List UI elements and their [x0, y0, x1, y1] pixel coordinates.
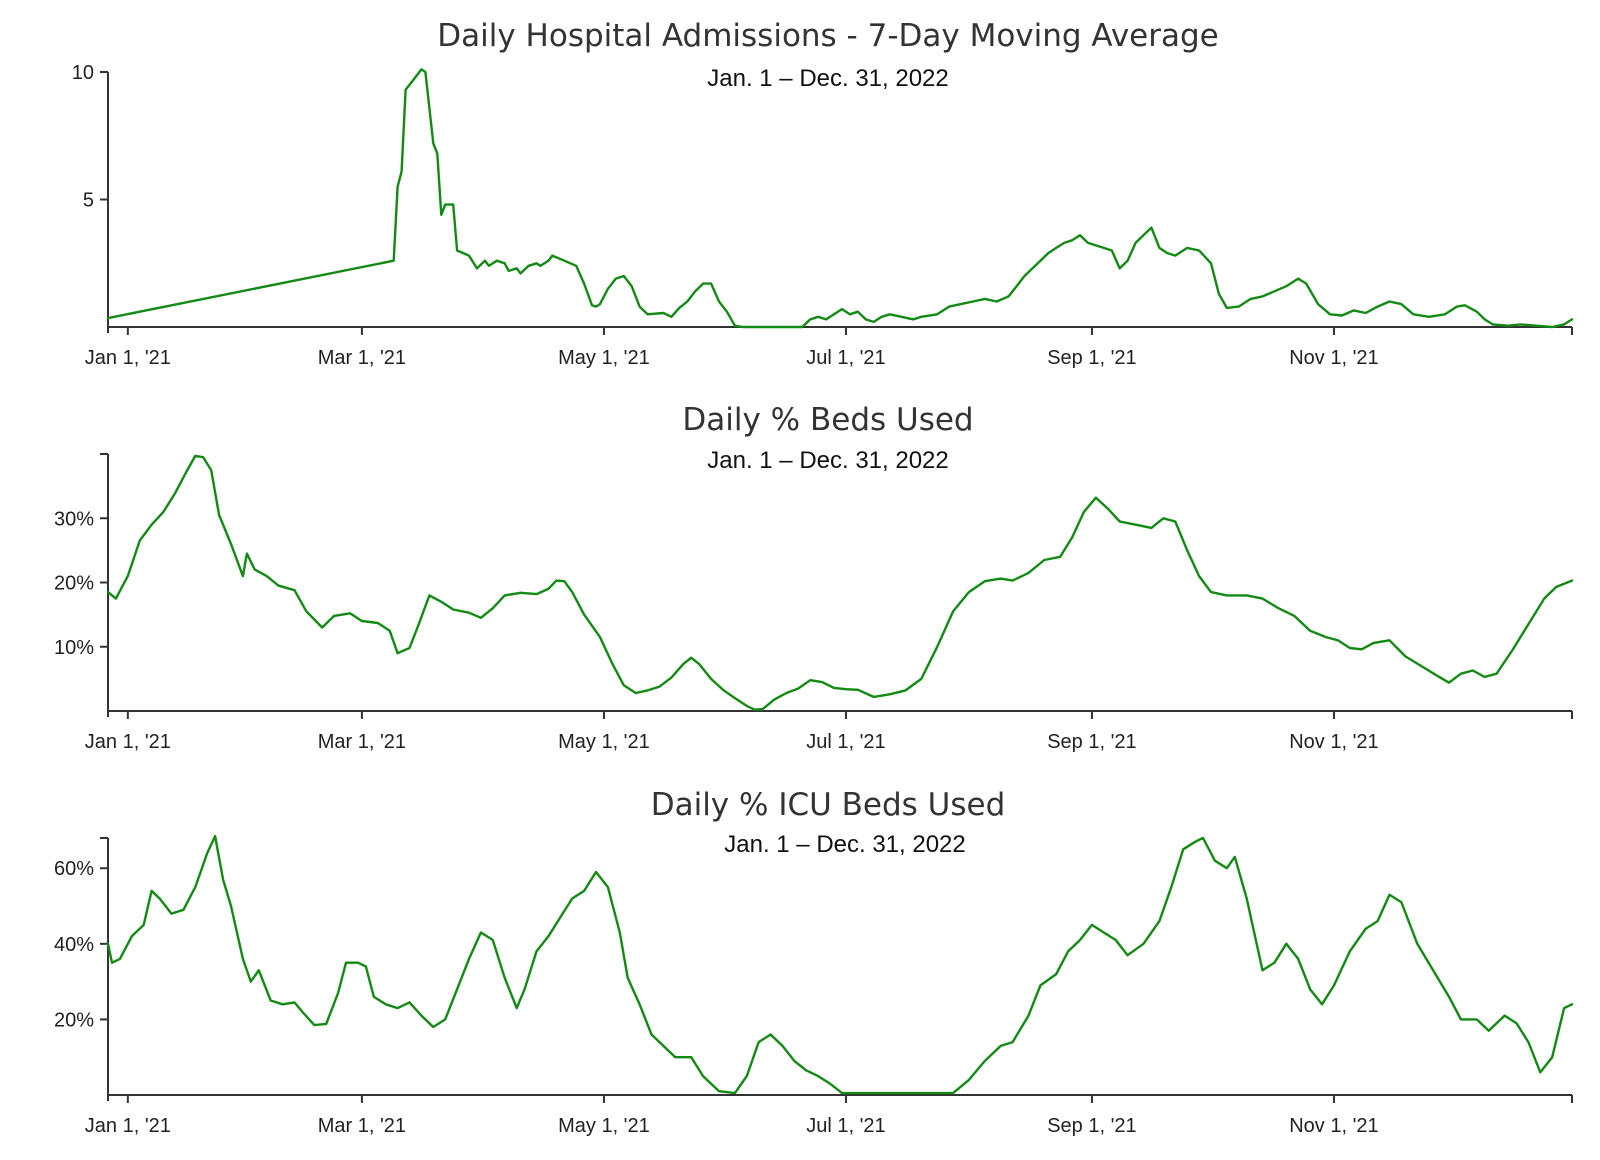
y-tick-label: 40% — [54, 934, 94, 956]
x-tick-label: Jan 1, '21 — [85, 1115, 171, 1137]
x-tick-label: May 1, '21 — [558, 347, 650, 369]
chart-subtitle: Jan. 1 – Dec. 31, 2022 — [707, 65, 949, 92]
chart-title: Daily Hospital Admissions - 7-Day Moving… — [437, 18, 1218, 54]
series-line-1 — [106, 834, 1574, 1095]
x-tick-label: Jan 1, '21 — [85, 731, 171, 753]
x-tick-label: May 1, '21 — [558, 1115, 650, 1137]
x-tick-label: Jul 1, '21 — [806, 731, 885, 753]
x-tick-label: Nov 1, '21 — [1289, 1115, 1378, 1137]
x-tick-label: Jan 1, '21 — [85, 347, 171, 369]
x-tick-label: Mar 1, '21 — [318, 347, 406, 369]
y-tick-label: 60% — [54, 858, 94, 880]
y-tick-label: 10 — [72, 62, 94, 84]
x-tick-label: Sep 1, '21 — [1047, 1115, 1136, 1137]
series-line-1 — [106, 454, 1574, 711]
y-tick-label: 5 — [83, 190, 94, 212]
chart-subtitle: Jan. 1 – Dec. 31, 2022 — [707, 447, 949, 474]
y-tick-label: 30% — [54, 508, 94, 530]
x-tick-label: Jul 1, '21 — [806, 1115, 885, 1137]
chart-panel-3: Daily % ICU Beds Used Jan. 1 – Dec. 31, 2… — [54, 787, 1574, 1137]
x-tick-label: Mar 1, '21 — [318, 731, 406, 753]
y-tick-label: 10% — [54, 637, 94, 659]
x-tick-label: Jul 1, '21 — [806, 347, 885, 369]
x-tick-label: Mar 1, '21 — [318, 1115, 406, 1137]
x-tick-label: Sep 1, '21 — [1047, 347, 1136, 369]
chart-title: Daily % ICU Beds Used — [651, 787, 1006, 823]
x-tick-label: May 1, '21 — [558, 731, 650, 753]
x-tick-label: Nov 1, '21 — [1289, 347, 1378, 369]
series-line-1 — [106, 68, 1574, 329]
y-tick-label: 20% — [54, 1009, 94, 1031]
chart-panel-1: Daily Hospital Admissions - 7-Day Moving… — [72, 18, 1574, 369]
chart-title: Daily % Beds Used — [682, 402, 973, 438]
x-tick-label: Sep 1, '21 — [1047, 731, 1136, 753]
chart-panel-2: Daily % Beds Used Jan. 1 – Dec. 31, 2022 1… — [54, 402, 1574, 753]
y-tick-label: 20% — [54, 573, 94, 595]
x-tick-label: Nov 1, '21 — [1289, 731, 1378, 753]
chart-subtitle: Jan. 1 – Dec. 31, 2022 — [724, 831, 966, 858]
